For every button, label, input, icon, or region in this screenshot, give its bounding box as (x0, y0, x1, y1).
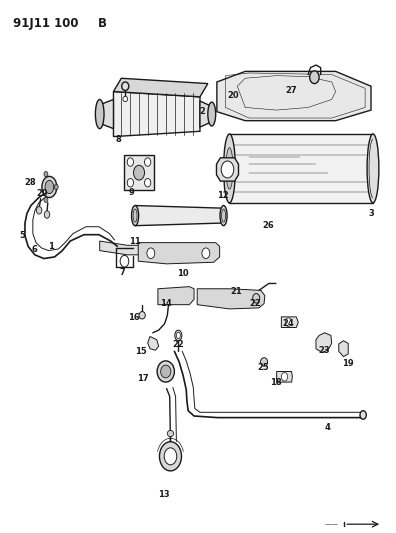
Ellipse shape (168, 430, 173, 437)
Ellipse shape (175, 330, 182, 341)
Text: 4: 4 (325, 423, 331, 432)
Polygon shape (282, 317, 298, 327)
Polygon shape (277, 372, 292, 382)
Ellipse shape (220, 206, 227, 225)
Ellipse shape (161, 365, 171, 378)
Circle shape (127, 179, 133, 187)
Ellipse shape (226, 148, 233, 189)
Ellipse shape (253, 294, 260, 303)
Text: 23: 23 (319, 346, 330, 355)
Circle shape (44, 211, 50, 218)
Ellipse shape (360, 411, 366, 419)
Text: 6: 6 (31, 245, 37, 254)
Polygon shape (339, 341, 348, 357)
Text: 1: 1 (48, 242, 53, 251)
Text: 12: 12 (217, 191, 228, 200)
Ellipse shape (222, 209, 226, 222)
Polygon shape (114, 78, 208, 97)
Text: 91J11 100: 91J11 100 (13, 17, 79, 30)
Ellipse shape (208, 102, 216, 126)
Text: 8: 8 (116, 135, 122, 144)
Polygon shape (114, 92, 200, 136)
Circle shape (310, 71, 319, 84)
Circle shape (36, 207, 42, 214)
Text: 29: 29 (36, 189, 48, 198)
Text: 26: 26 (262, 221, 274, 230)
Ellipse shape (131, 206, 139, 225)
Ellipse shape (123, 96, 128, 102)
Circle shape (147, 248, 155, 259)
Text: 7: 7 (119, 268, 125, 277)
Ellipse shape (133, 209, 137, 222)
Circle shape (202, 248, 210, 259)
Text: 13: 13 (158, 490, 170, 499)
Ellipse shape (261, 358, 268, 366)
Polygon shape (316, 333, 332, 352)
Circle shape (120, 255, 129, 267)
Polygon shape (100, 241, 151, 255)
Polygon shape (197, 289, 265, 309)
Text: 28: 28 (24, 178, 36, 187)
Circle shape (44, 197, 48, 203)
Text: ——: —— (325, 521, 339, 527)
Text: 18: 18 (270, 377, 282, 386)
Text: 9: 9 (129, 188, 135, 197)
Ellipse shape (42, 176, 57, 198)
Polygon shape (217, 71, 371, 120)
Text: 17: 17 (137, 374, 149, 383)
Text: 22: 22 (249, 299, 261, 308)
Text: 10: 10 (177, 269, 189, 278)
Circle shape (133, 165, 145, 180)
Ellipse shape (157, 361, 174, 382)
Polygon shape (100, 100, 114, 128)
Polygon shape (138, 243, 220, 264)
Text: 5: 5 (19, 231, 25, 240)
Polygon shape (158, 287, 194, 305)
Circle shape (285, 318, 291, 326)
Text: 22: 22 (173, 341, 184, 350)
Circle shape (54, 184, 58, 190)
Text: 21: 21 (230, 287, 242, 296)
Polygon shape (135, 206, 224, 225)
Ellipse shape (160, 442, 181, 471)
Text: B: B (98, 17, 107, 30)
Text: 27: 27 (285, 86, 297, 95)
Circle shape (145, 158, 151, 166)
Polygon shape (148, 336, 159, 350)
Text: 15: 15 (135, 347, 147, 356)
Ellipse shape (139, 312, 145, 319)
Ellipse shape (224, 134, 235, 203)
Text: 16: 16 (128, 313, 139, 322)
Text: 2: 2 (199, 107, 205, 116)
Circle shape (127, 158, 133, 166)
Text: 24: 24 (283, 319, 294, 328)
Text: 14: 14 (160, 299, 171, 308)
Polygon shape (229, 134, 373, 203)
Polygon shape (200, 101, 212, 127)
Polygon shape (217, 158, 238, 181)
Text: 20: 20 (228, 91, 239, 100)
Ellipse shape (367, 134, 379, 203)
Circle shape (145, 179, 151, 187)
Ellipse shape (176, 332, 180, 338)
Text: 3: 3 (368, 209, 374, 218)
Ellipse shape (45, 180, 54, 193)
Polygon shape (124, 155, 154, 190)
Circle shape (221, 161, 234, 178)
Text: 25: 25 (257, 363, 269, 372)
Text: 11: 11 (129, 237, 141, 246)
Ellipse shape (122, 82, 129, 91)
Text: 19: 19 (343, 359, 354, 367)
Ellipse shape (164, 448, 177, 465)
Circle shape (44, 172, 48, 177)
Circle shape (282, 373, 287, 381)
Ellipse shape (95, 100, 104, 128)
